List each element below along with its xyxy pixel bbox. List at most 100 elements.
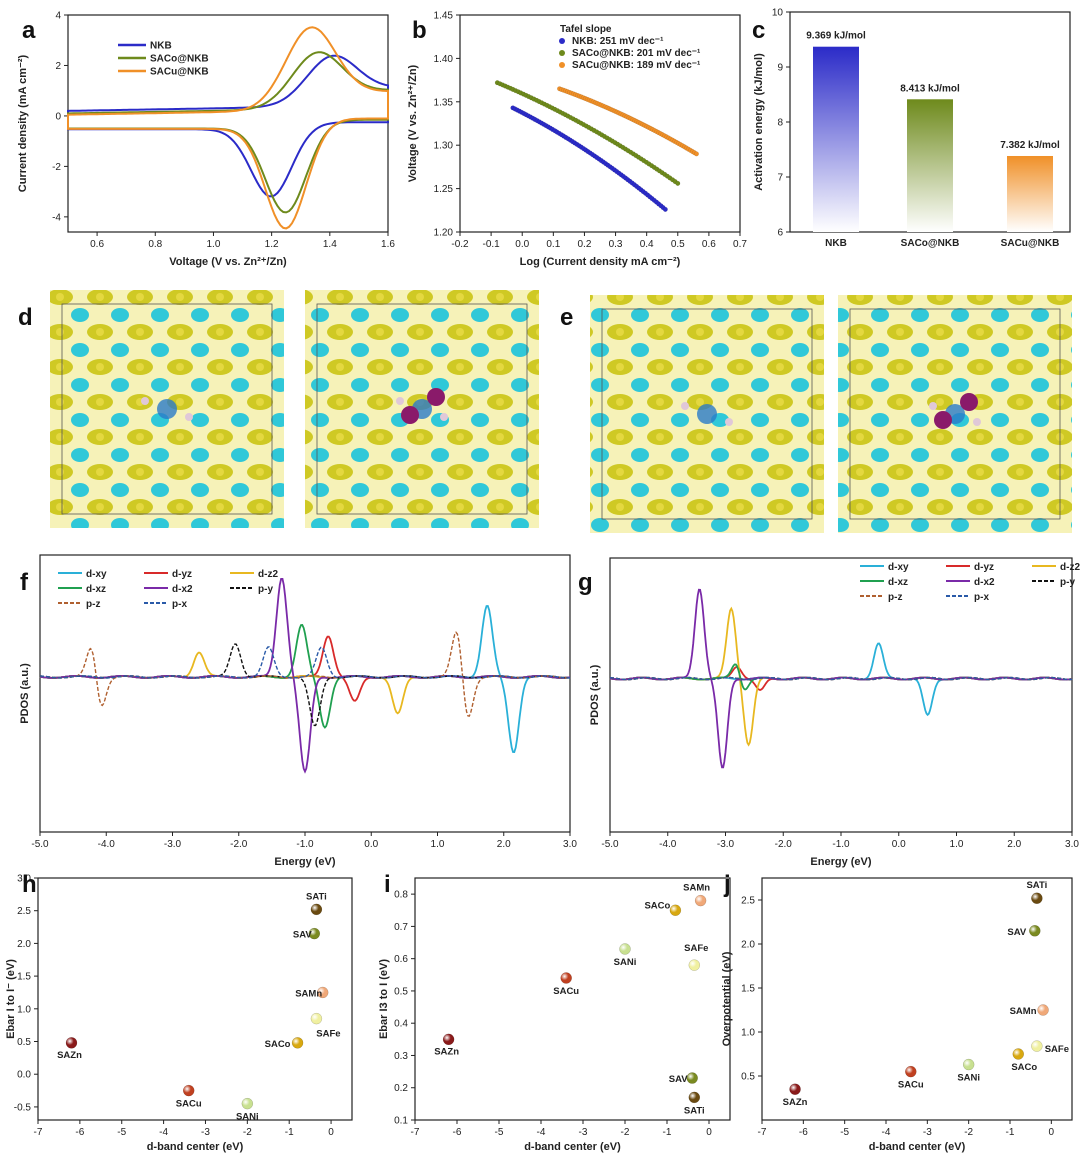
chart-b-frame [459, 14, 741, 233]
x-tick-label: 0 [1049, 1127, 1055, 1138]
x-tick-label: -6 [799, 1127, 808, 1138]
atom [396, 397, 404, 405]
chart-j: -7 -6 -5 -4 -3 -2 -1 0 0.5 1.0 1.5 2.0 2.5 d-band cen… [721, 877, 1073, 1153]
legend-label: SACu@NKB: 189 mV dec⁻¹ [572, 60, 701, 71]
iso-panel-d-left [50, 290, 284, 528]
y-tick-label: 0.2 [394, 1083, 408, 1094]
legend-label: NKB [150, 41, 172, 52]
legend-label: p-y [258, 584, 273, 595]
legend-label: d-x2 [172, 584, 193, 595]
legend-label: NKB: 251 mV dec⁻¹ [572, 36, 664, 47]
cell-boundary [849, 308, 1061, 520]
scatter-point-SAMn [1037, 1004, 1049, 1016]
x-tick-label: -2 [964, 1127, 973, 1138]
legend-label: SACo@NKB: 201 mV dec⁻¹ [572, 48, 701, 59]
point-label: SAFe [316, 1029, 340, 1040]
x-tick-label: 0 [706, 1127, 712, 1138]
scatter-point-SAFe [310, 1012, 323, 1025]
x-axis-label: Energy (eV) [274, 856, 335, 868]
x-tick-label: 0.7 [733, 239, 747, 250]
x-tick-label: 1.0 [950, 839, 964, 850]
y-tick-label: 2.5 [741, 896, 755, 907]
scatter-point-SANi [619, 943, 631, 955]
atom [440, 413, 448, 421]
cv-curve-SACu@NKB [67, 26, 389, 230]
point-label: SAFe [1045, 1044, 1069, 1055]
legend-marker [559, 50, 565, 56]
point-label: SACu [553, 986, 579, 997]
legend-label: SACo@NKB [150, 54, 209, 65]
metal-site [697, 404, 717, 424]
x-tick-label: -5.0 [601, 839, 619, 850]
pdos-curve-p-z [39, 631, 570, 717]
x-tick-label: -4.0 [659, 839, 677, 850]
x-tick-label: -0.2 [451, 239, 469, 250]
point-label: SATi [306, 891, 327, 902]
legend-label: d-xy [86, 569, 107, 580]
panel-label-j: j [723, 871, 731, 898]
y-tick-label: -4 [52, 212, 61, 223]
tafel-point [675, 180, 681, 186]
point-label: SAV [293, 930, 312, 941]
y-tick-label: 1.0 [17, 1004, 31, 1015]
legend-label: d-z2 [258, 569, 278, 580]
x-tick-label: -2.0 [230, 839, 248, 850]
x-tick-label: -6 [75, 1127, 84, 1138]
y-tick-label: 2.5 [17, 906, 31, 917]
legend-label: d-z2 [1060, 562, 1080, 573]
scatter-point-SAV [686, 1072, 698, 1084]
y-tick-label: 0 [55, 111, 61, 122]
tafel-point [662, 206, 668, 212]
bar-SACo@NKB [907, 99, 953, 232]
y-tick-label: 9 [777, 63, 783, 74]
x-category-label: SACu@NKB [1001, 238, 1060, 249]
y-tick-label: 1.5 [17, 972, 31, 983]
atom [929, 402, 937, 410]
x-tick-label: -3.0 [164, 839, 182, 850]
x-tick-label: -4 [882, 1127, 891, 1138]
scatter-point-SANi [241, 1097, 254, 1110]
legend-label: p-y [1060, 577, 1075, 588]
atom [141, 397, 149, 405]
bar-value-label: 7.382 kJ/mol [1000, 140, 1060, 151]
panel-label-a: a [22, 17, 36, 44]
x-tick-label: 2.0 [1007, 839, 1021, 850]
scatter-point-SAMn [316, 986, 329, 999]
x-tick-label: -3.0 [717, 839, 735, 850]
panel-label-c: c [752, 17, 765, 44]
point-label: SACu [176, 1099, 202, 1110]
x-tick-label: -2.0 [775, 839, 793, 850]
x-tick-label: -4 [159, 1127, 168, 1138]
scatter-point-SACo [669, 904, 682, 917]
scatter-point-SAV [1029, 925, 1041, 937]
pdos-curve-d-x2 [609, 588, 1073, 769]
scatter-point-SACu [182, 1084, 195, 1097]
x-tick-label: 2.0 [497, 839, 511, 850]
pdos-curve-d-xy [609, 642, 1073, 717]
legend-label: p-z [888, 592, 902, 603]
chart-f: -5.0 -4.0 -3.0 -2.0 -1.0 0.0 1.0 2.0 3.0 Energy (… [19, 554, 577, 868]
legend-label: d-yz [974, 562, 994, 573]
x-tick-label: -5.0 [31, 839, 49, 850]
y-tick-label: 0.3 [394, 1051, 408, 1062]
legend-label: p-x [974, 592, 989, 603]
point-label: SATi [684, 1105, 705, 1116]
y-tick-label: 0.5 [17, 1037, 31, 1048]
cell-boundary [61, 303, 273, 515]
x-tick-label: 0.4 [640, 239, 654, 250]
iodine-atom [934, 411, 952, 429]
point-label: SACo [644, 900, 670, 911]
chart-h-frame [37, 877, 353, 1121]
scatter-point-SAFe [688, 959, 701, 971]
chart-a: 0.6 0.8 1.0 1.2 1.4 1.6 -4 -2 0 2 4 Voltage (V vs. … [17, 11, 395, 269]
x-axis-label: Voltage (V vs. Zn²⁺/Zn) [169, 256, 287, 268]
chart-i-frame [414, 877, 731, 1121]
legend-label: d-x2 [974, 577, 995, 588]
y-axis-label: Ebar I3 to I (eV) [378, 959, 390, 1039]
y-tick-label: 2 [55, 61, 61, 72]
x-tick-label: -5 [117, 1127, 126, 1138]
y-tick-label: 0.5 [741, 1072, 755, 1083]
y-tick-label: 4 [55, 11, 61, 22]
point-label: SAZn [434, 1046, 459, 1057]
y-tick-label: 1.35 [434, 97, 454, 108]
